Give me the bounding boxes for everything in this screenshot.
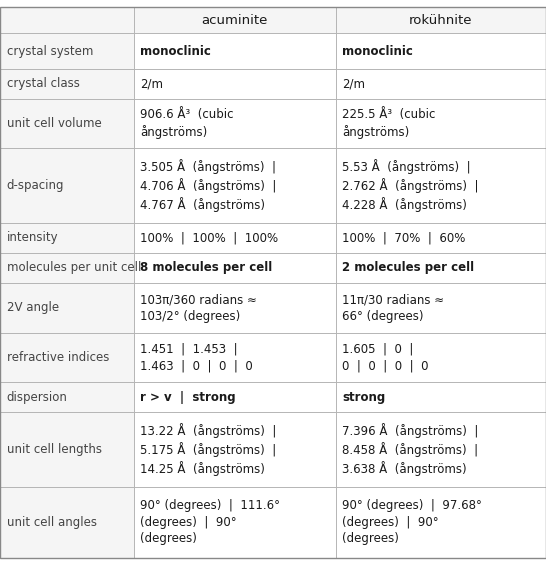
Text: 1.605  |  0  |
0  |  0  |  0  |  0: 1.605 | 0 | 0 | 0 | 0 | 0 — [342, 343, 429, 372]
Text: acuminite: acuminite — [201, 13, 268, 26]
Bar — [336, 99, 546, 148]
Text: 100%  |  100%  |  100%: 100% | 100% | 100% — [140, 232, 278, 244]
Bar — [0, 413, 134, 487]
Text: monoclinic: monoclinic — [140, 44, 211, 57]
Text: d-spacing: d-spacing — [7, 179, 64, 192]
Bar — [0, 333, 134, 382]
Text: refractive indices: refractive indices — [7, 351, 109, 364]
Text: 90° (degrees)  |  111.6°
(degrees)  |  90°
(degrees): 90° (degrees) | 111.6° (degrees) | 90° (… — [140, 499, 280, 545]
Bar — [134, 69, 336, 99]
Bar — [134, 283, 336, 333]
Text: 103π/360 radians ≈
103/2° (degrees): 103π/360 radians ≈ 103/2° (degrees) — [140, 293, 257, 323]
Text: 90° (degrees)  |  97.68°
(degrees)  |  90°
(degrees): 90° (degrees) | 97.68° (degrees) | 90° (… — [342, 499, 482, 545]
Bar — [336, 333, 546, 382]
Text: crystal system: crystal system — [7, 44, 93, 57]
Bar — [0, 148, 134, 223]
Bar — [0, 33, 134, 69]
Text: 2/m: 2/m — [140, 78, 163, 90]
Text: r > v  |  strong: r > v | strong — [140, 391, 236, 404]
Bar — [0, 69, 134, 99]
Bar — [134, 99, 336, 148]
Bar — [134, 253, 336, 283]
Bar — [336, 382, 546, 413]
Bar — [134, 413, 336, 487]
Text: 2V angle: 2V angle — [7, 301, 58, 314]
Bar — [336, 69, 546, 99]
Bar — [336, 7, 546, 33]
Text: rokühnite: rokühnite — [409, 13, 473, 26]
Bar — [134, 148, 336, 223]
Text: molecules per unit cell: molecules per unit cell — [7, 261, 141, 274]
Text: 1.451  |  1.453  |
1.463  |  0  |  0  |  0: 1.451 | 1.453 | 1.463 | 0 | 0 | 0 — [140, 343, 253, 372]
Bar — [336, 148, 546, 223]
Bar — [0, 99, 134, 148]
Text: 3.505 Å  (ångströms)  |
4.706 Å  (ångströms)  |
4.767 Å  (ångströms): 3.505 Å (ångströms) | 4.706 Å (ångströms… — [140, 159, 277, 212]
Text: dispersion: dispersion — [7, 391, 67, 404]
Text: unit cell angles: unit cell angles — [7, 515, 97, 529]
Text: monoclinic: monoclinic — [342, 44, 413, 57]
Bar — [336, 413, 546, 487]
Text: intensity: intensity — [7, 232, 58, 244]
Text: 2/m: 2/m — [342, 78, 365, 90]
Text: unit cell volume: unit cell volume — [7, 117, 102, 130]
Bar — [134, 333, 336, 382]
Text: 8 molecules per cell: 8 molecules per cell — [140, 261, 272, 274]
Bar — [336, 487, 546, 558]
Bar — [134, 223, 336, 253]
Text: 13.22 Å  (ångströms)  |
5.175 Å  (ångströms)  |
14.25 Å  (ångströms): 13.22 Å (ångströms) | 5.175 Å (ångströms… — [140, 423, 277, 476]
Bar — [336, 253, 546, 283]
Text: unit cell lengths: unit cell lengths — [7, 443, 102, 456]
Text: 11π/30 radians ≈
66° (degrees): 11π/30 radians ≈ 66° (degrees) — [342, 293, 444, 323]
Text: 7.396 Å  (ångströms)  |
8.458 Å  (ångströms)  |
3.638 Å  (ångströms): 7.396 Å (ångströms) | 8.458 Å (ångströms… — [342, 423, 479, 476]
Bar — [134, 487, 336, 558]
Text: 5.53 Å  (ångströms)  |
2.762 Å  (ångströms)  |
4.228 Å  (ångströms): 5.53 Å (ångströms) | 2.762 Å (ångströms)… — [342, 159, 479, 212]
Bar — [0, 253, 134, 283]
Bar — [0, 382, 134, 413]
Bar — [0, 283, 134, 333]
Bar — [134, 33, 336, 69]
Bar — [336, 33, 546, 69]
Bar — [134, 7, 336, 33]
Bar — [0, 223, 134, 253]
Text: strong: strong — [342, 391, 385, 404]
Bar — [336, 223, 546, 253]
Text: 906.6 Å³  (cubic
ångströms): 906.6 Å³ (cubic ångströms) — [140, 108, 234, 139]
Text: 2 molecules per cell: 2 molecules per cell — [342, 261, 474, 274]
Text: crystal class: crystal class — [7, 78, 79, 90]
Bar — [0, 7, 134, 33]
Bar — [336, 283, 546, 333]
Text: 100%  |  70%  |  60%: 100% | 70% | 60% — [342, 232, 466, 244]
Bar — [134, 382, 336, 413]
Bar — [0, 487, 134, 558]
Text: 225.5 Å³  (cubic
ångströms): 225.5 Å³ (cubic ångströms) — [342, 108, 436, 139]
